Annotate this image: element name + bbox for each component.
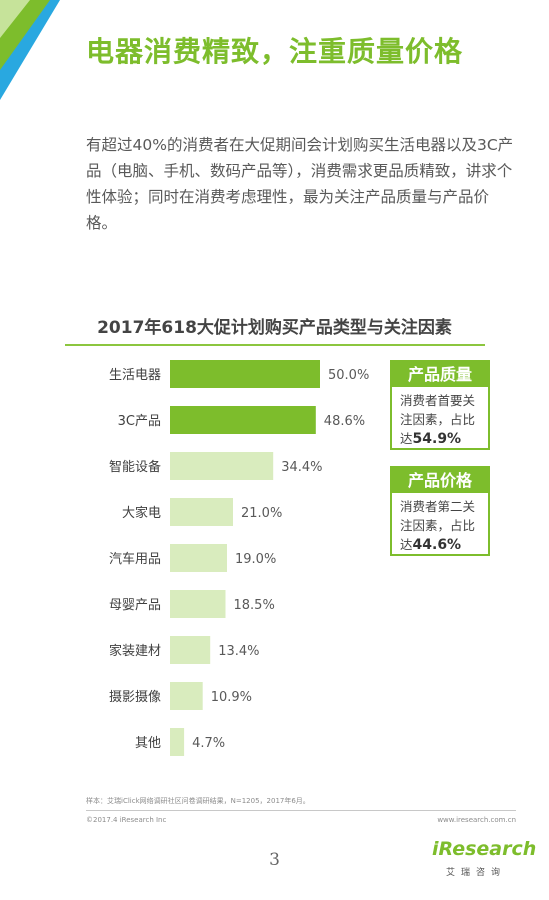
callout-quality-text: 消费者首要关注因素，占比达	[400, 393, 476, 446]
corner-decoration	[0, 0, 60, 100]
bar	[170, 452, 274, 480]
callout-price-value: 44.6%	[412, 537, 462, 553]
logo-wordmark: iResearch	[432, 838, 537, 860]
bar	[170, 636, 211, 664]
callout-quality-body: 消费者首要关注因素，占比达54.9%	[392, 387, 488, 455]
category-label: 3C产品	[118, 414, 161, 429]
website-url: www.iresearch.com.cn	[437, 816, 516, 824]
chart-title-underline	[64, 344, 485, 346]
bar	[170, 728, 185, 756]
bar	[170, 590, 226, 618]
value-label: 4.7%	[192, 736, 225, 751]
category-label: 大家电	[122, 505, 161, 521]
callout-price-title: 产品价格	[392, 468, 488, 493]
bar	[170, 544, 227, 572]
sample-note: 样本：艾瑞iClick网络调研社区问卷调研结果，N=1205，2017年6月。	[86, 797, 310, 805]
iresearch-logo: iResearch 艾瑞咨询	[432, 838, 536, 882]
bar-chart: 生活电器 50.0% 3C产品 48.6% 智能设备 34.4% 大家电 21.0% 汽车用品 1…	[109, 360, 369, 756]
bar	[170, 360, 320, 388]
value-label: 10.9%	[211, 690, 252, 705]
chart-title: 2017年618大促计划购买产品类型与关注因素	[97, 318, 452, 338]
value-label: 13.4%	[218, 644, 259, 659]
value-label: 34.4%	[281, 460, 322, 475]
bar	[170, 406, 316, 434]
category-label: 家装建材	[109, 643, 161, 659]
copyright: ©2017.4 iResearch Inc	[86, 816, 167, 824]
chart-title-block: 2017年618大促计划购买产品类型与关注因素	[0, 313, 549, 346]
bar	[170, 498, 233, 526]
page-number: 3	[269, 850, 280, 870]
logo-chinese: 艾瑞咨询	[446, 868, 507, 878]
category-label: 汽车用品	[109, 551, 161, 567]
value-label: 21.0%	[241, 506, 282, 521]
category-label: 母婴产品	[109, 598, 161, 613]
callout-price-text: 消费者第二关注因素，占比达	[400, 499, 476, 552]
bar	[170, 682, 203, 710]
value-label: 50.0%	[328, 368, 369, 383]
category-label: 其他	[135, 736, 161, 751]
value-label: 19.0%	[235, 552, 276, 567]
value-label: 18.5%	[234, 598, 275, 613]
category-label: 摄影摄像	[109, 690, 161, 705]
callout-quality-title: 产品质量	[392, 362, 488, 387]
callout-quality: 产品质量 消费者首要关注因素，占比达54.9%	[390, 360, 490, 450]
callout-price: 产品价格 消费者第二关注因素，占比达44.6%	[390, 466, 490, 556]
value-label: 48.6%	[324, 414, 365, 429]
footer-divider	[86, 810, 516, 811]
category-label: 智能设备	[109, 459, 161, 475]
intro-paragraph: 有超过40%的消费者在大促期间会计划购买生活电器以及3C产品（电脑、手机、数码产…	[86, 136, 514, 232]
callout-quality-value: 54.9%	[412, 431, 462, 447]
callout-price-body: 消费者第二关注因素，占比达44.6%	[392, 493, 488, 561]
page-title: 电器消费精致，注重质量价格	[86, 35, 464, 68]
category-label: 生活电器	[109, 368, 161, 383]
